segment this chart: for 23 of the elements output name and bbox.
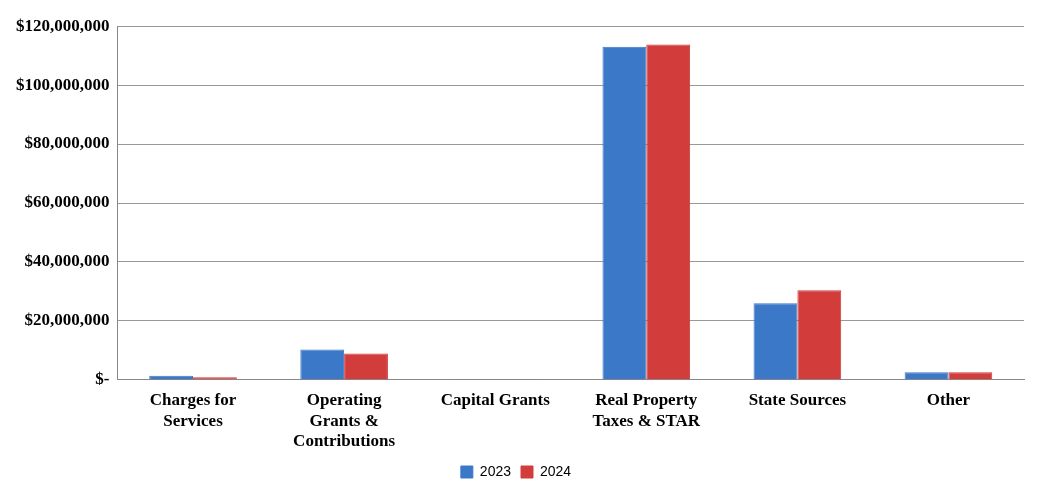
- bar: [602, 46, 647, 380]
- y-tick-label: $100,000,000: [16, 74, 110, 94]
- x-tick-label: Charges for Services: [149, 390, 237, 430]
- bar: [948, 372, 993, 380]
- y-tick-label: $120,000,000: [16, 15, 110, 35]
- x-tick-label: Other: [926, 390, 971, 410]
- bar: [904, 372, 949, 380]
- bar: [344, 353, 388, 380]
- x-tick-label: Operating Grants & Contributions: [293, 390, 396, 451]
- y-tick-label: $40,000,000: [24, 251, 110, 271]
- x-tick-label: Capital Grants: [440, 390, 551, 410]
- bar: [797, 290, 842, 380]
- y-tick-label: $-: [95, 369, 110, 389]
- legend-label: 2023: [479, 462, 512, 479]
- y-tick-label: $60,000,000: [24, 192, 110, 212]
- y-tick-label: $20,000,000: [24, 310, 110, 330]
- x-tick-label: Real Property Taxes & STAR: [592, 390, 701, 430]
- bar: [300, 349, 345, 380]
- x-tick-label: State Sources: [748, 390, 847, 410]
- legend-label: 2024: [540, 462, 572, 479]
- y-tick-label: $80,000,000: [24, 133, 110, 153]
- bar: [646, 44, 691, 380]
- bar: [753, 303, 798, 380]
